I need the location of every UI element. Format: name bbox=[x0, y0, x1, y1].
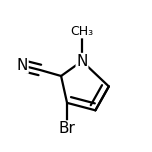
Text: Br: Br bbox=[59, 121, 76, 136]
Text: CH₃: CH₃ bbox=[70, 25, 93, 38]
Text: N: N bbox=[17, 58, 28, 73]
Text: N: N bbox=[76, 54, 88, 69]
